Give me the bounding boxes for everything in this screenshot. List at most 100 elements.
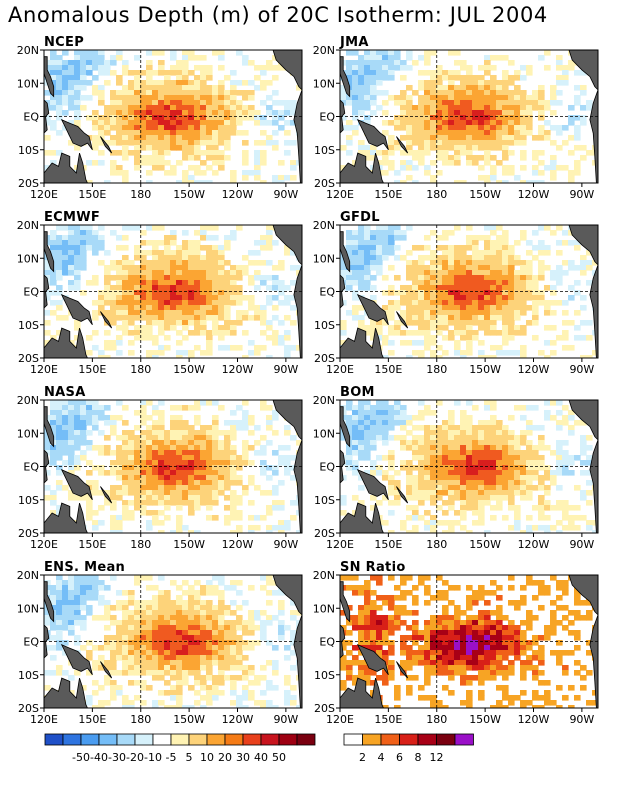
y-tick-label: 20S xyxy=(18,177,39,190)
y-tick-label: 10N xyxy=(17,602,39,615)
land-mass xyxy=(340,502,384,533)
panel-title: SN Ratio xyxy=(340,560,406,575)
colorbar-swatch xyxy=(242,733,262,746)
colorbar-swatch xyxy=(436,733,456,746)
y-tick-label: 20N xyxy=(17,394,39,407)
colorbar-swatch xyxy=(62,733,82,746)
land-mass xyxy=(356,119,389,151)
x-tick-label: 150W xyxy=(469,538,501,551)
heatmap-field xyxy=(340,400,598,533)
land-mass xyxy=(356,644,389,676)
x-tick-label: 150W xyxy=(173,188,205,201)
x-tick-label: 120W xyxy=(222,188,254,201)
land-mass xyxy=(44,56,55,98)
x-tick-label: 90W xyxy=(273,538,298,551)
land-mass xyxy=(100,661,113,679)
land-mass xyxy=(356,469,389,501)
land-mass xyxy=(44,406,55,448)
x-tick-label: 120W xyxy=(222,363,254,376)
land-mass xyxy=(100,486,113,504)
y-tick-label: 10N xyxy=(17,427,39,440)
colorbar-swatch xyxy=(296,733,316,746)
x-tick-label: 120E xyxy=(30,538,58,551)
y-tick-label: EQ xyxy=(23,636,39,649)
heatmap-field xyxy=(44,400,302,533)
land-mass xyxy=(100,311,113,329)
colorbar-swatch xyxy=(134,733,154,746)
panel-title: ECMWF xyxy=(44,210,100,225)
colorbar-label: 5 xyxy=(186,751,193,764)
heatmap-field xyxy=(340,50,598,183)
colorbar-label: -10 xyxy=(144,751,162,764)
colorbar-label: 12 xyxy=(430,751,444,764)
land-mass xyxy=(340,56,351,98)
y-tick-label: 20S xyxy=(314,527,335,540)
x-tick-label: 150W xyxy=(469,188,501,201)
y-tick-label: 10N xyxy=(313,77,335,90)
panel-title: ENS. Mean xyxy=(44,560,125,575)
x-tick-label: 150W xyxy=(173,713,205,726)
colorbar-label: -40 xyxy=(90,751,108,764)
x-tick-label: 120E xyxy=(326,363,354,376)
land-mass xyxy=(60,469,93,501)
x-tick-label: 150E xyxy=(374,363,402,376)
y-tick-label: 10N xyxy=(313,427,335,440)
y-tick-label: 10N xyxy=(17,252,39,265)
panel-nasa: NASA 20N 10N EQ 10S 20S 120E 150E 180 150W 120W 90W xyxy=(8,384,314,555)
panel-ecmwf: ECMWF 20N 10N EQ 10S 20S 120E 150E 180 150W 120W 90… xyxy=(8,209,314,380)
y-tick-label: 10S xyxy=(314,494,335,507)
land-mass xyxy=(396,136,409,154)
y-tick-label: EQ xyxy=(23,111,39,124)
panel-title: JMA xyxy=(339,35,369,50)
colorbar-swatch xyxy=(343,733,363,746)
colorbar-label: 2 xyxy=(359,751,366,764)
y-tick-label: 10S xyxy=(314,669,335,682)
y-tick-label: 20S xyxy=(314,702,335,715)
land-mass xyxy=(60,644,93,676)
panel-title: BOM xyxy=(340,385,375,400)
land-mass xyxy=(44,677,88,708)
y-tick-label: EQ xyxy=(319,461,335,474)
x-tick-label: 180 xyxy=(426,538,447,551)
colorbar-swatch xyxy=(206,733,226,746)
colorbar-swatch xyxy=(454,733,474,746)
land-mass xyxy=(340,327,384,358)
y-tick-label: 10N xyxy=(17,77,39,90)
x-tick-label: 150W xyxy=(469,363,501,376)
y-tick-label: 20N xyxy=(313,394,335,407)
x-tick-label: 150E xyxy=(78,713,106,726)
y-tick-label: EQ xyxy=(23,286,39,299)
y-tick-label: 10S xyxy=(18,494,39,507)
y-tick-label: 20N xyxy=(313,219,335,232)
x-tick-label: 120E xyxy=(30,713,58,726)
land-mass xyxy=(340,406,351,448)
y-tick-label: 20S xyxy=(314,177,335,190)
heatmap-field xyxy=(44,50,302,183)
x-tick-label: 120E xyxy=(326,713,354,726)
land-mass xyxy=(44,231,55,273)
x-tick-label: 150W xyxy=(173,538,205,551)
x-tick-label: 180 xyxy=(426,363,447,376)
panel-title: NASA xyxy=(44,385,86,400)
y-tick-label: 10S xyxy=(18,144,39,157)
land-mass xyxy=(340,231,351,273)
colorbar-swatch xyxy=(80,733,100,746)
land-mass xyxy=(44,502,88,533)
y-tick-label: 10S xyxy=(314,144,335,157)
y-tick-label: 20N xyxy=(17,219,39,232)
y-tick-label: EQ xyxy=(319,286,335,299)
x-tick-label: 180 xyxy=(130,713,151,726)
x-tick-label: 180 xyxy=(130,363,151,376)
colorbar-label: 8 xyxy=(415,751,422,764)
y-tick-label: 20N xyxy=(313,44,335,57)
colorbar-anomaly: -50 -40 -30 -20 -10 -5 5 10 20 30 40 50 xyxy=(44,733,316,769)
land-mass xyxy=(44,581,55,623)
y-tick-label: 10N xyxy=(313,602,335,615)
x-tick-label: 120W xyxy=(518,713,550,726)
x-tick-label: 150E xyxy=(374,188,402,201)
colorbar-swatch xyxy=(44,733,64,746)
panel-bom: BOM 20N 10N EQ 10S 20S 120E 150E 180 150W 120W 90W xyxy=(304,384,610,555)
colorbar-swatch xyxy=(152,733,172,746)
